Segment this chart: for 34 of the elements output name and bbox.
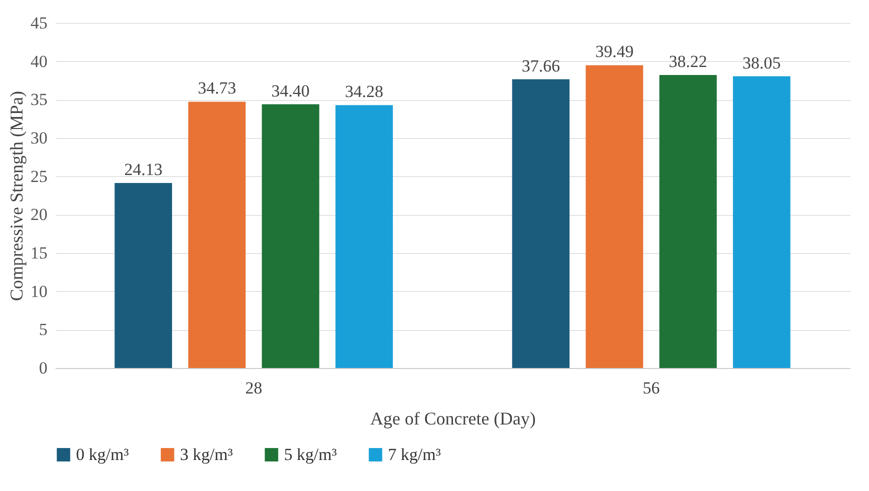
data-label: 34.73	[198, 78, 236, 98]
bar	[262, 104, 320, 368]
x-tick-label: 28	[245, 378, 262, 398]
legend-label: 7 kg/m³	[388, 444, 441, 464]
data-label: 34.40	[271, 81, 310, 100]
y-tick-label: 45	[30, 14, 48, 32]
data-label: 38.22	[668, 52, 708, 71]
y-tick-label: 40	[30, 52, 48, 71]
x-axis-title: Age of Concrete (Day)	[370, 408, 536, 428]
data-label: 38.05	[742, 53, 781, 72]
x-tick-label: 56	[642, 378, 660, 398]
y-tick-label: 35	[30, 90, 48, 110]
bar	[732, 76, 790, 368]
legend-label: 0 kg/m³	[76, 444, 129, 464]
y-tick-label: 5	[39, 320, 48, 340]
data-label: 37.66	[522, 56, 560, 76]
y-tick-label: 20	[30, 205, 48, 224]
data-label: 24.13	[124, 160, 162, 180]
bar	[512, 79, 570, 368]
bar	[335, 105, 393, 368]
y-tick-label: 10	[30, 282, 48, 301]
legend-label: 5 kg/m³	[284, 444, 337, 464]
bar	[114, 183, 172, 368]
bar	[586, 65, 644, 368]
y-axis-title: Compressive Strength (MPa)	[6, 91, 26, 301]
bar	[659, 74, 717, 368]
y-tick-label: 0	[39, 358, 48, 378]
y-tick-label: 25	[30, 166, 48, 186]
legend-label: 3 kg/m³	[180, 444, 233, 464]
bar	[188, 102, 246, 368]
y-tick-label: 15	[30, 244, 48, 262]
data-label: 39.49	[595, 42, 634, 62]
data-label: 34.28	[345, 82, 384, 102]
y-tick-label: 30	[30, 128, 48, 148]
